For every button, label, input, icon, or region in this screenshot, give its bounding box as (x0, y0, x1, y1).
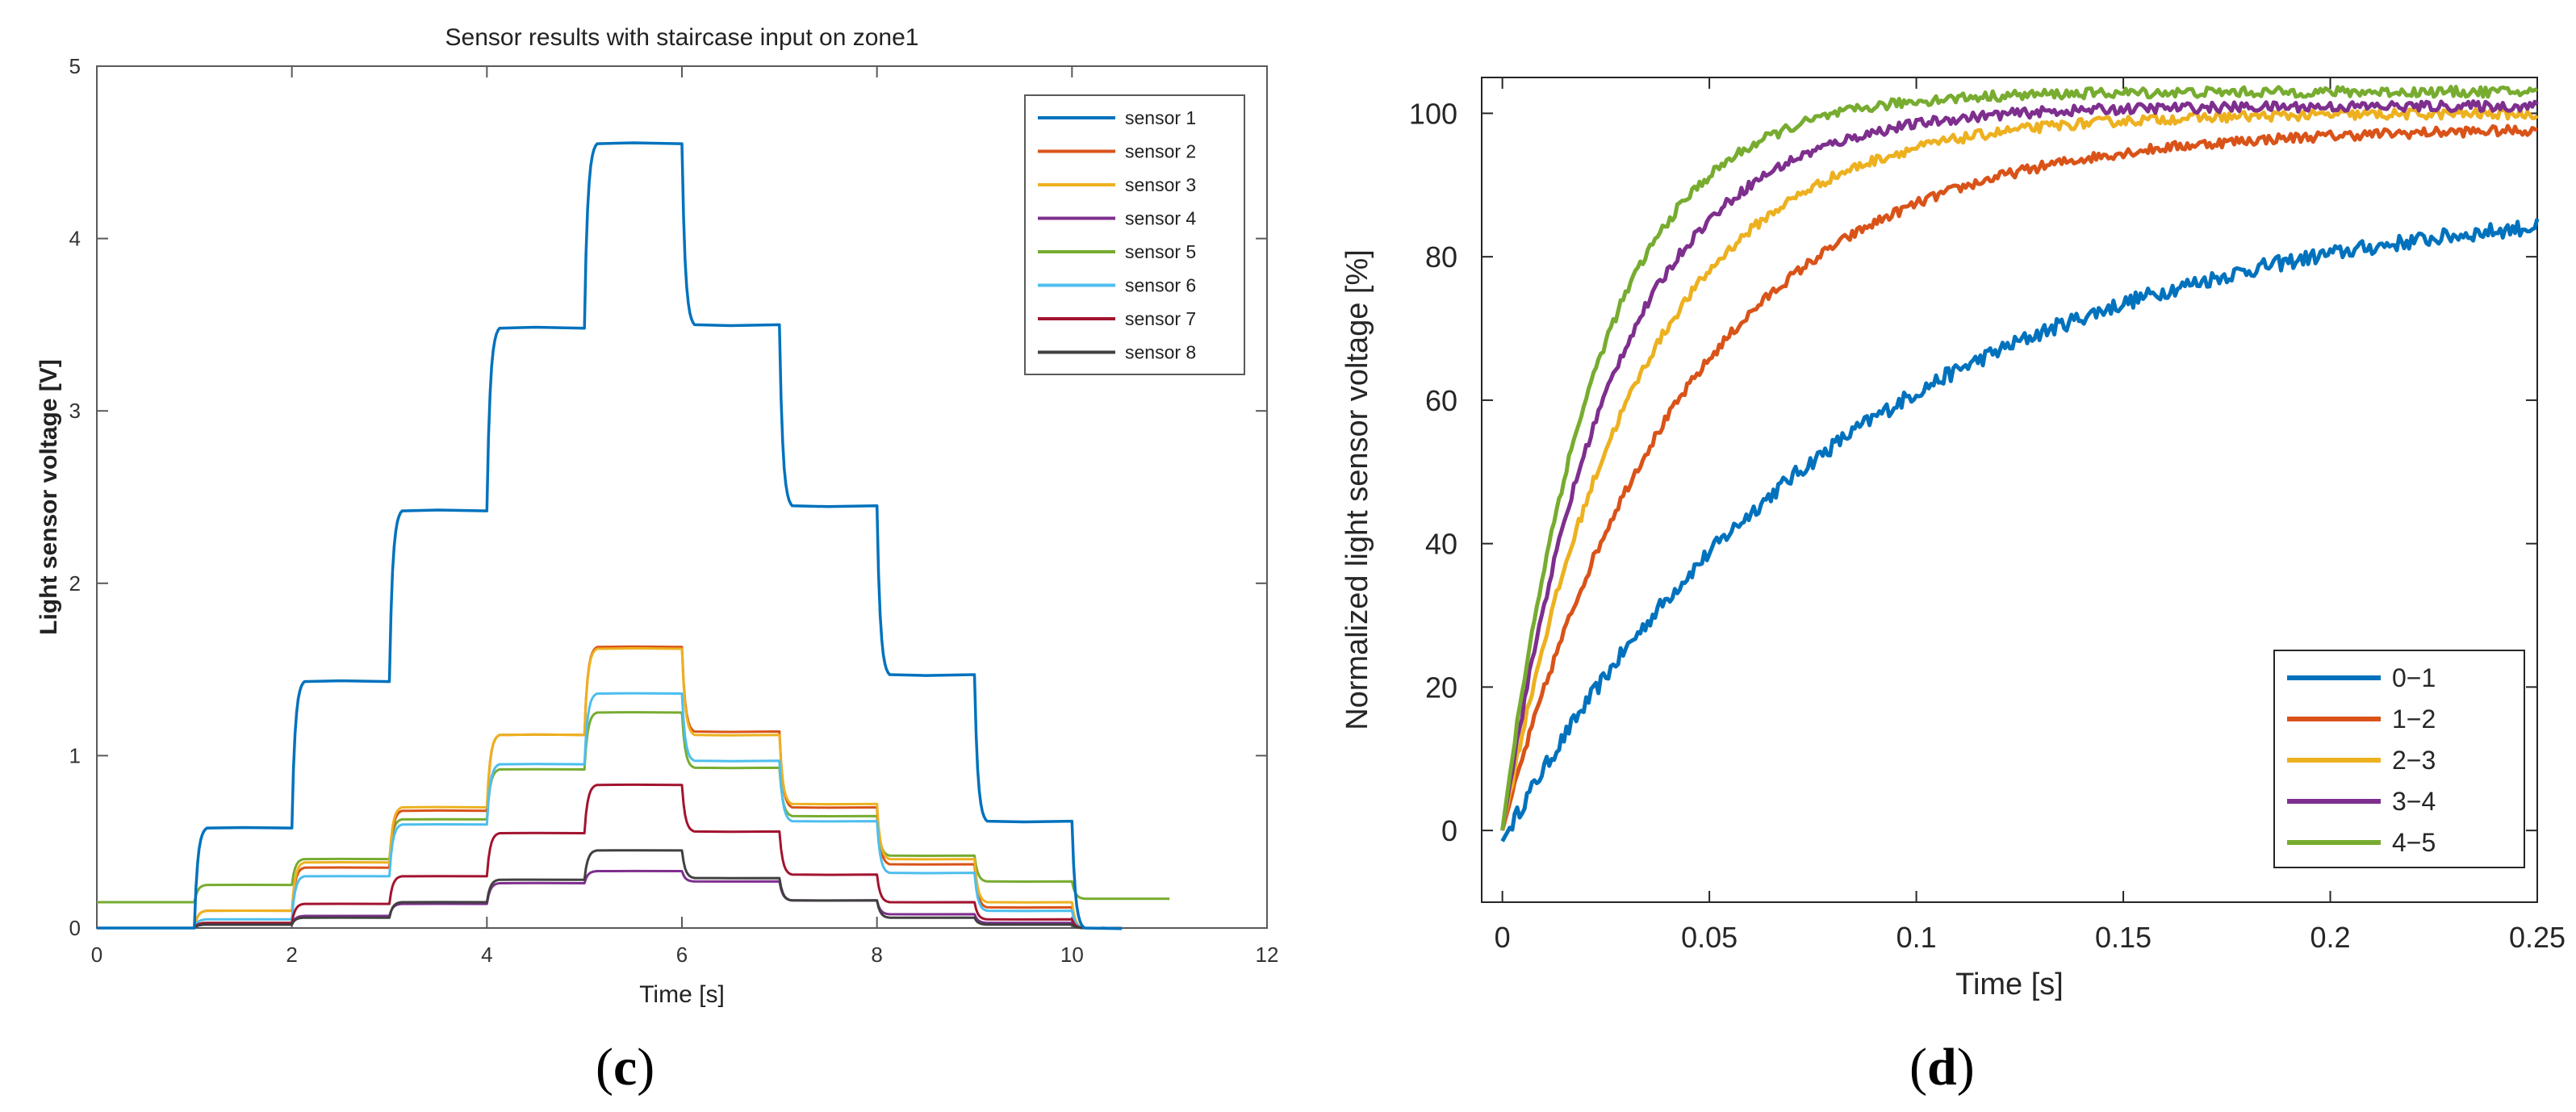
y-tick-label-d-1: 20 (1425, 671, 1457, 704)
legend-label-c-2: sensor 2 (1125, 141, 1196, 162)
series-line-c-5 (97, 711, 1170, 904)
y-tick-label-d-0: 0 (1441, 814, 1457, 847)
series-line-d-3 (1500, 107, 2539, 831)
series-line-d-2 (1500, 123, 2538, 831)
series-line-d-4 (1500, 99, 2539, 831)
legend-label-d-4: 3−4 (2392, 787, 2436, 816)
x-tick-label-c-4: 8 (871, 943, 882, 967)
legend-label-c-1: sensor 1 (1125, 107, 1196, 128)
legend-label-d-2: 1−2 (2392, 704, 2436, 734)
series-line-c-7 (97, 783, 1123, 930)
y-axis-label-c: Light sensor voltage [V] (36, 359, 62, 635)
legend-label-c-3: sensor 3 (1125, 174, 1196, 195)
series-line-c-2 (97, 645, 1123, 930)
legend-label-c-8: sensor 8 (1125, 342, 1196, 363)
y-tick-label-d-3: 60 (1425, 384, 1457, 417)
legend-label-d-5: 4−5 (2392, 828, 2436, 857)
series-line-c-6 (97, 692, 1123, 930)
legend-label-d-3: 2−3 (2392, 746, 2436, 775)
caption-c: (c) (596, 1038, 655, 1097)
x-tick-label-d-4: 0.2 (2310, 921, 2351, 954)
series-line-c-8 (97, 849, 1123, 930)
y-tick-label-d-4: 80 (1425, 240, 1457, 274)
x-tick-label-c-6: 12 (1256, 943, 1279, 967)
x-tick-label-d-2: 0.1 (1896, 921, 1937, 954)
x-tick-label-d-1: 0.05 (1681, 921, 1738, 954)
y-tick-label-d-2: 40 (1425, 528, 1457, 561)
legend-label-c-7: sensor 7 (1125, 308, 1196, 329)
x-tick-label-c-2: 4 (481, 943, 492, 967)
y-tick-label-c-3: 3 (69, 399, 81, 423)
series-line-d-5 (1500, 85, 2538, 831)
series-line-c-3 (97, 646, 1123, 930)
x-tick-label-d-5: 0.25 (2509, 921, 2566, 954)
y-tick-label-c-2: 2 (69, 571, 81, 596)
legend-box-d (2273, 650, 2525, 868)
x-tick-label-d-3: 0.15 (2095, 921, 2152, 954)
series-line-c-4 (97, 869, 1123, 930)
legend-label-c-6: sensor 6 (1125, 275, 1196, 296)
series-line-d-1 (1500, 218, 2540, 842)
legend-box-c (1024, 94, 1245, 375)
x-axis-label-c: Time [s] (639, 981, 725, 1008)
caption-d: (d) (1909, 1038, 1975, 1097)
y-tick-label-d-5: 100 (1409, 97, 1457, 130)
chart-d: 0 0.05 0.1 0.15 0.2 0.25 0 20 40 60 80 100 Time [s] N… (1340, 77, 2566, 1001)
x-tick-label-c-1: 2 (286, 943, 297, 967)
x-tick-label-c-3: 6 (676, 943, 688, 967)
chart-title-c: Sensor results with staircase input on z… (445, 24, 919, 51)
legend-label-c-5: sensor 5 (1125, 241, 1196, 262)
y-tick-label-c-5: 5 (69, 54, 81, 78)
x-tick-label-d-0: 0 (1495, 921, 1511, 954)
x-axis-label-d: Time [s] (1955, 968, 2064, 1001)
y-tick-label-c-0: 0 (69, 916, 81, 940)
series-line-c-1 (97, 141, 1123, 930)
x-tick-label-c-0: 0 (91, 943, 102, 967)
chart-panel-d: 0 0.05 0.1 0.15 0.2 0.25 0 20 40 60 80 100 Time [s] N… (1288, 0, 2576, 1112)
x-tick-label-c-5: 10 (1060, 943, 1084, 967)
y-tick-label-c-1: 1 (69, 743, 81, 767)
chart-panel-c: 0 2 4 6 8 10 12 0 1 2 3 4 5 Sensor results with stair… (36, 24, 1279, 1097)
legend-label-d-1: 0−1 (2392, 663, 2436, 692)
y-axis-label-d: Normalized light sensor voltage [%] (1340, 249, 1374, 730)
legend-label-c-4: sensor 4 (1125, 208, 1196, 229)
y-tick-label-c-4: 4 (69, 227, 81, 251)
